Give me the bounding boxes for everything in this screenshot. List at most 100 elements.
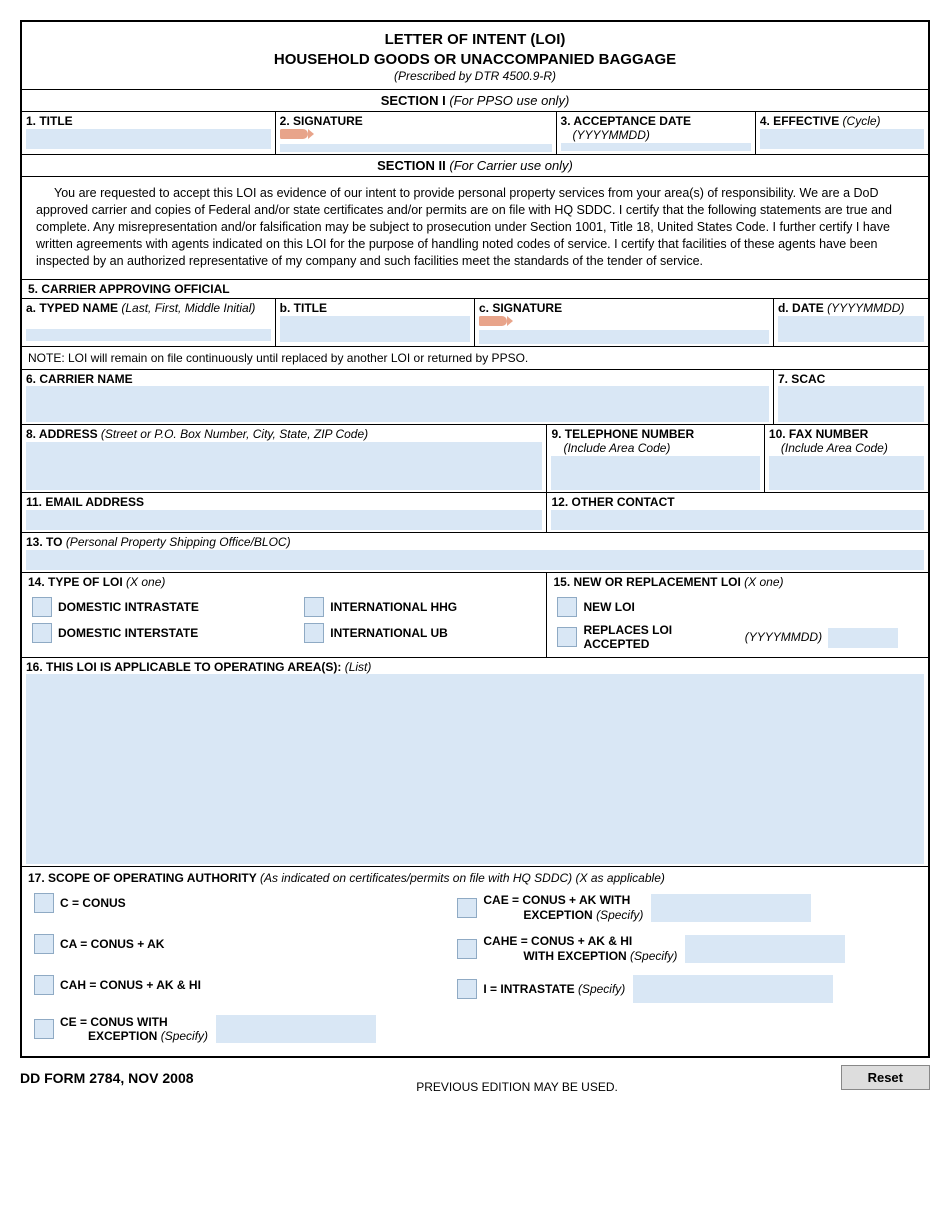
checkbox-cae[interactable] [457,898,477,918]
title-line2: HOUSEHOLD GOODS OR UNACCOMPANIED BAGGAGE [22,50,928,70]
checkbox-new-loi[interactable] [557,597,577,617]
checkbox-replaces-loi[interactable] [557,627,577,647]
row16: 16. THIS LOI IS APPLICABLE TO OPERATING … [22,658,928,867]
field1-label: 1. TITLE [26,114,73,128]
checkbox-cahe[interactable] [457,939,477,959]
opt-replaces-loi-sub: (YYYYMMDD) [745,630,822,644]
checkbox-ca[interactable] [34,934,54,954]
field16-input[interactable] [26,674,924,864]
ce-specify-input[interactable] [216,1015,376,1043]
field5a-sublabel: (Last, First, Middle Initial) [121,301,255,315]
field7-label: 7. SCAC [778,372,825,386]
field12-label: 12. OTHER CONTACT [551,495,674,509]
field9-sublabel: (Include Area Code) [551,441,670,455]
prescribed-by: (Prescribed by DTR 4500.9-R) [22,69,928,83]
field17-label: 17. SCOPE OF OPERATING AUTHORITY [28,871,257,885]
section5-row: a. TYPED NAME (Last, First, Middle Initi… [22,299,928,347]
row13: 13. TO (Personal Property Shipping Offic… [22,533,928,573]
opt-new-loi: NEW LOI [583,600,634,614]
scope-ce-specify: (Specify) [161,1029,208,1043]
field5d-sublabel: (YYYYMMDD) [827,301,904,315]
field5b-label: b. TITLE [280,301,327,315]
replaces-date-input[interactable] [828,628,898,648]
signature-marker-icon [280,129,308,139]
scope-row4: CE = CONUS WITH EXCEPTION (Specify) [22,1009,928,1056]
field8-input[interactable] [26,442,542,490]
scope-cae-specify: (Specify) [596,908,643,922]
checkbox-ce[interactable] [34,1019,54,1039]
field15-label: 15. NEW OR REPLACEMENT LOI [553,575,740,589]
scope-i-specify: (Specify) [578,982,625,996]
checkbox-domestic-intrastate[interactable] [32,597,52,617]
field14-label: 14. TYPE OF LOI [28,575,123,589]
field7-input[interactable] [778,386,924,422]
field4-label: 4. EFFECTIVE [760,114,839,128]
section2-bar: SECTION II (For Carrier use only) [22,155,928,177]
scope-ce1: CE = CONUS WITH [60,1015,168,1029]
checkbox-conus[interactable] [34,893,54,913]
field6-input[interactable] [26,386,769,422]
scope-ce2: EXCEPTION [88,1029,157,1043]
scope-cae2: EXCEPTION [523,908,592,922]
field9-label: 9. TELEPHONE NUMBER [551,427,694,441]
form-container: LETTER OF INTENT (LOI) HOUSEHOLD GOODS O… [20,20,930,1058]
row6-7: 6. CARRIER NAME 7. SCAC [22,370,928,425]
scope-row1: C = CONUS CAE = CONUS + AK WITH EXCEPTIO… [22,887,928,928]
field4-input[interactable] [760,129,924,149]
field11-input[interactable] [26,510,542,530]
field2-label: 2. SIGNATURE [280,114,363,128]
field9-input[interactable] [551,456,759,490]
checkbox-intrastate[interactable] [457,979,477,999]
title-line1: LETTER OF INTENT (LOI) [22,30,928,50]
field3-sublabel: (YYYYMMDD) [561,128,650,142]
field4-sublabel: (Cycle) [843,114,881,128]
field5c-input[interactable] [479,330,769,344]
field13-input[interactable] [26,550,924,570]
field5a-input[interactable] [26,329,271,341]
section2-note: (For Carrier use only) [449,158,573,173]
scope-cae1: CAE = CONUS + AK WITH [483,893,630,907]
field3-label: 3. ACCEPTANCE DATE [561,114,691,128]
reset-button[interactable]: Reset [841,1065,930,1090]
cahe-specify-input[interactable] [685,935,845,963]
field6-label: 6. CARRIER NAME [26,372,133,386]
field1-input[interactable] [26,129,271,149]
scope-row2: CA = CONUS + AK CAHE = CONUS + AK & HI W… [22,928,928,969]
field17-header: 17. SCOPE OF OPERATING AUTHORITY (As ind… [22,867,928,887]
field8-label: 8. ADDRESS [26,427,98,441]
form-header: LETTER OF INTENT (LOI) HOUSEHOLD GOODS O… [22,22,928,90]
row11-12: 11. EMAIL ADDRESS 12. OTHER CONTACT [22,493,928,533]
opt-replaces-loi: REPLACES LOI ACCEPTED [583,623,740,651]
field2-input[interactable] [280,144,552,152]
note-text: NOTE: LOI will remain on file continuous… [22,347,928,370]
opt-international-ub: INTERNATIONAL UB [330,626,448,640]
scope-cah: CAH = CONUS + AK & HI [60,978,201,992]
field5d-input[interactable] [778,316,924,342]
field5c-label: c. SIGNATURE [479,301,562,315]
scope-row3: CAH = CONUS + AK & HI I = INTRASTATE (Sp… [22,969,928,1009]
section1-row: 1. TITLE 2. SIGNATURE 3. ACCEPTANCE DATE… [22,112,928,155]
checkbox-international-hhg[interactable] [304,597,324,617]
section2-title: SECTION II [377,158,446,173]
scope-c: C = CONUS [60,896,126,910]
checkbox-cah[interactable] [34,975,54,995]
field13-sublabel: (Personal Property Shipping Office/BLOC) [66,535,291,549]
checkbox-international-ub[interactable] [304,623,324,643]
scope-i: I = INTRASTATE [483,982,574,996]
field12-input[interactable] [551,510,924,530]
field10-input[interactable] [769,456,924,490]
field5a-label: a. TYPED NAME [26,301,118,315]
field3-input[interactable] [561,143,751,151]
field5b-input[interactable] [280,316,470,342]
checkbox-domestic-interstate[interactable] [32,623,52,643]
field10-label: 10. FAX NUMBER [769,427,868,441]
field16-sublabel: (List) [345,660,372,674]
signature-marker2-icon [479,316,507,326]
field5-label: 5. CARRIER APPROVING OFFICIAL [22,280,928,299]
field11-label: 11. EMAIL ADDRESS [26,495,144,509]
cae-specify-input[interactable] [651,894,811,922]
intrastate-specify-input[interactable] [633,975,833,1003]
scope-cahe-specify: (Specify) [630,949,677,963]
opt-domestic-interstate: DOMESTIC INTERSTATE [58,626,198,640]
scope-ca: CA = CONUS + AK [60,937,164,951]
